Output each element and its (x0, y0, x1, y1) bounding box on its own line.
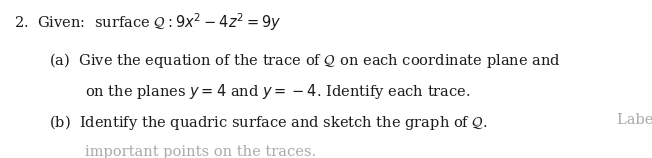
Text: (b)  Identify the quadric surface and sketch the graph of $\mathcal{Q}$.: (b) Identify the quadric surface and ske… (49, 113, 490, 132)
Text: important points on the traces.: important points on the traces. (85, 145, 316, 158)
Text: (a)  Give the equation of the trace of $\mathcal{Q}$ on each coordinate plane an: (a) Give the equation of the trace of $\… (49, 51, 561, 70)
Text: Label all: Label all (617, 113, 652, 127)
Text: on the planes $y = 4$ and $y = -4$. Identify each trace.: on the planes $y = 4$ and $y = -4$. Iden… (85, 82, 471, 101)
Text: 2.  Given:  surface $\mathcal{Q} : 9x^2 - 4z^2 = 9y$: 2. Given: surface $\mathcal{Q} : 9x^2 - … (14, 11, 282, 33)
